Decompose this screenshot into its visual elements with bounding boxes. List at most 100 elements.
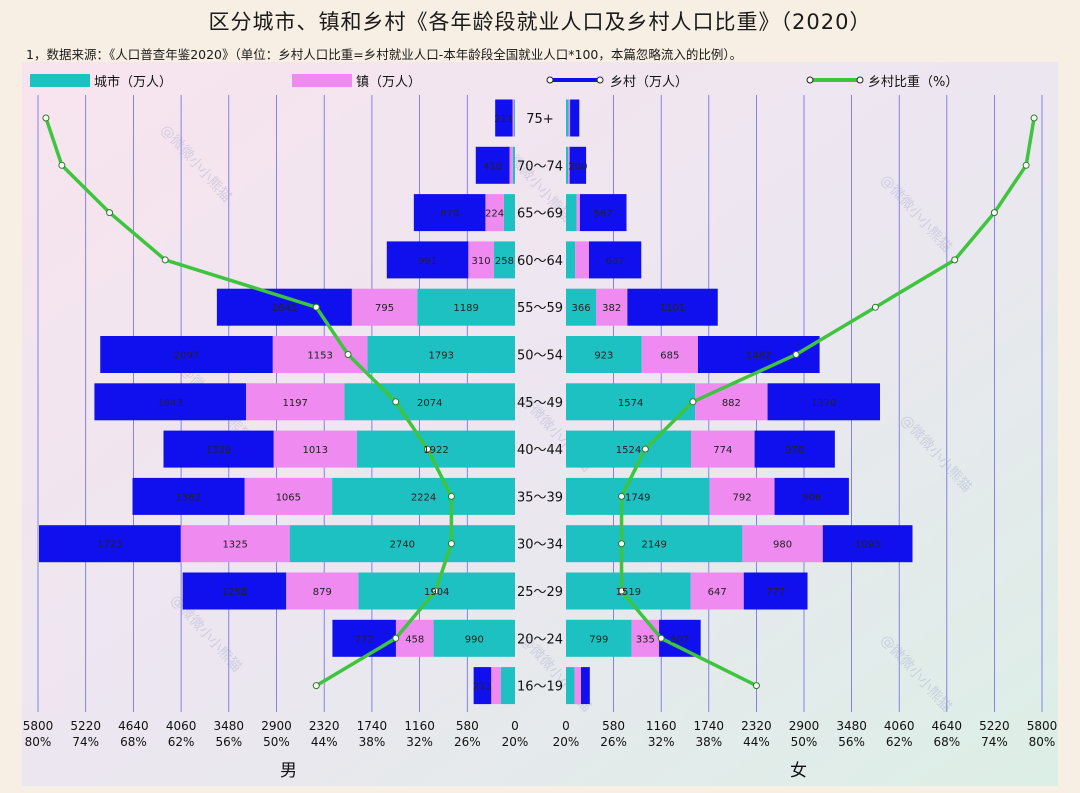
- female-rural-value: 906: [802, 492, 821, 503]
- female-town-value: 685: [660, 351, 679, 362]
- male-town-bar: [512, 99, 515, 137]
- female-town-bar: [742, 525, 823, 563]
- female-city-bar: [566, 383, 696, 421]
- ratio-tick-left: 32%: [406, 735, 433, 749]
- x-tick-left: 1740: [357, 719, 388, 733]
- female-town-bar: [695, 383, 768, 421]
- male-ratio-point: [312, 682, 320, 690]
- female-city-bar: [566, 619, 632, 657]
- female-ratio-point: [792, 351, 800, 358]
- male-city-bar: [493, 241, 515, 279]
- x-tick-right: 1160: [646, 719, 677, 733]
- x-tick-left: 2320: [309, 719, 340, 733]
- male-town-value: 1013: [303, 445, 328, 456]
- male-rural-value: 1339: [206, 445, 231, 456]
- age-group-label: 45～49: [517, 396, 563, 411]
- female-town-value: 980: [773, 540, 792, 551]
- female-city-value: 1749: [625, 492, 650, 503]
- male-city-bar: [512, 146, 515, 184]
- female-rural-bar: [581, 667, 590, 705]
- male-town-value: 224: [485, 209, 504, 220]
- female-rural-value: 567: [594, 209, 613, 220]
- ratio-tick-right: 56%: [838, 735, 865, 749]
- male-ratio-point: [106, 209, 114, 217]
- ratio-tick-right: 80%: [1029, 735, 1056, 749]
- male-ratio-point: [432, 587, 439, 595]
- ratio-tick-left: 20%: [502, 735, 529, 749]
- ratio-tick-right: 50%: [791, 735, 818, 749]
- female-ratio-point: [618, 540, 626, 548]
- male-city-value: 2224: [411, 492, 436, 503]
- male-ratio-point: [58, 161, 66, 169]
- female-town-value: 792: [732, 492, 751, 503]
- male-city-bar: [356, 430, 515, 468]
- female-town-bar: [631, 619, 660, 657]
- male-rural-bar: [182, 572, 287, 610]
- male-town-bar: [245, 383, 345, 421]
- male-rural-bar: [100, 336, 273, 373]
- ratio-tick-left: 56%: [215, 735, 242, 749]
- male-rural-value: 1723: [97, 540, 122, 551]
- plot-background: [22, 62, 1058, 786]
- female-city-bar: [566, 288, 597, 326]
- male-city-value: 1189: [453, 303, 478, 314]
- age-group-label: 75+: [526, 112, 553, 127]
- male-city-bar: [501, 667, 515, 705]
- female-rural-value: 1370: [811, 398, 836, 409]
- x-tick-left: 5220: [70, 719, 101, 733]
- data-source-note: 1，数据来源：《人口普查年鉴2020》（单位：乡村人口比重=乡村就业人口-本年龄…: [26, 47, 743, 62]
- female-ratio-point: [871, 303, 879, 311]
- male-ratio-point: [424, 445, 432, 453]
- male-rural-bar: [473, 667, 492, 705]
- male-city-bar: [417, 288, 515, 326]
- male-label: 男: [280, 761, 297, 781]
- male-city-bar: [367, 336, 515, 373]
- male-rural-bar: [163, 430, 274, 468]
- female-town-value: 335: [636, 634, 655, 645]
- female-rural-bar: [570, 99, 580, 137]
- female-town-value: 882: [722, 398, 741, 409]
- female-city-bar: [566, 241, 576, 279]
- male-city-bar: [344, 383, 515, 421]
- female-rural-value: 1093: [855, 540, 880, 551]
- legend-ratio-label: 乡村比重（%）: [868, 74, 958, 90]
- age-group-label: 65～69: [517, 207, 563, 222]
- male-town-value: 795: [375, 303, 394, 314]
- male-city-value: 2074: [417, 398, 442, 409]
- male-rural-bar: [495, 99, 513, 137]
- age-group-label: 40～44: [517, 443, 563, 458]
- ratio-tick-right: 74%: [981, 735, 1008, 749]
- x-tick-right: 0: [562, 719, 570, 733]
- female-rural-value: 777: [766, 587, 785, 598]
- male-rural-value: 213: [473, 682, 492, 693]
- male-city-value: 990: [465, 634, 484, 645]
- male-town-value: 1153: [307, 351, 332, 362]
- legend-town-label: 镇（万人）: [356, 75, 421, 90]
- male-city-bar: [433, 619, 515, 657]
- ratio-tick-right: 38%: [695, 735, 722, 749]
- male-city-value: 1793: [429, 351, 454, 362]
- male-ratio-point: [447, 540, 455, 548]
- female-town-bar: [641, 336, 698, 373]
- male-ratio-point: [312, 303, 320, 311]
- female-town-bar: [574, 667, 582, 705]
- female-rural-bar: [569, 146, 587, 184]
- female-rural-value: 200: [568, 161, 587, 172]
- male-ratio-point: [392, 398, 400, 406]
- male-town-bar: [286, 572, 359, 610]
- female-town-bar: [568, 146, 570, 184]
- female-city-bar: [566, 572, 691, 610]
- female-ratio-point: [618, 492, 626, 500]
- male-rural-value: 772: [355, 634, 374, 645]
- female-city-value: 1519: [616, 587, 641, 598]
- female-city-value: 2149: [641, 540, 666, 551]
- x-tick-right: 3480: [836, 719, 867, 733]
- female-rural-value: 978: [785, 445, 804, 456]
- male-rural-value: 1843: [157, 398, 182, 409]
- male-rural-value: 1362: [176, 492, 201, 503]
- female-city-value: 366: [571, 303, 590, 314]
- male-town-bar: [491, 667, 502, 705]
- male-city-bar: [332, 477, 515, 515]
- x-tick-left: 5800: [23, 719, 54, 733]
